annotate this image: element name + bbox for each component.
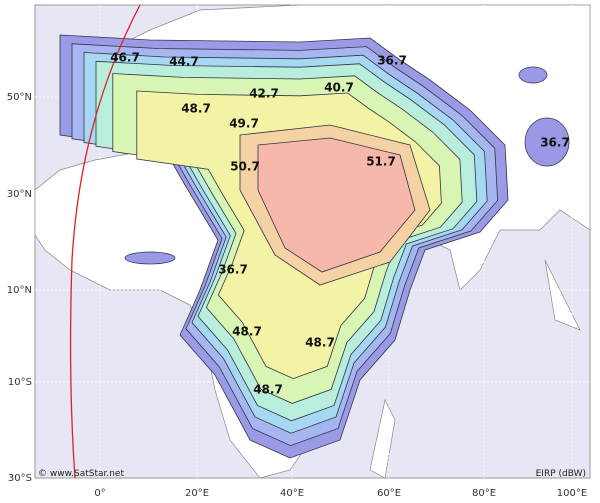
lat-label: 10°N	[7, 285, 32, 296]
lon-label: 0°	[94, 488, 105, 499]
lon-label: 40°E	[280, 488, 304, 499]
contour-label: 48.7	[232, 325, 262, 339]
lon-label: 80°E	[472, 488, 496, 499]
contour-label: 48.7	[181, 102, 211, 116]
contours	[59, 34, 509, 459]
contour-labels: 46.7 44.7 36.7 42.7 40.7 48.7 49.7 36.7 50.7 51.7…	[110, 51, 570, 397]
coverage-edge	[69, 5, 141, 478]
lat-label: 10°S	[8, 377, 32, 388]
contour-label: 48.7	[253, 383, 283, 397]
lat-label: 30°S	[8, 473, 32, 484]
contour-label: 51.7	[366, 155, 396, 169]
contour-label: 36.7	[377, 54, 407, 68]
credit: © www.SatStar.net	[38, 469, 124, 479]
contour-label: 36.7	[540, 136, 570, 150]
contour-label: 46.7	[110, 51, 140, 65]
contour-label: 40.7	[324, 81, 354, 95]
lat-label: 50°N	[7, 92, 32, 103]
contour-label: 50.7	[230, 160, 260, 174]
units: EIRP (dBW)	[536, 469, 586, 479]
axes: 50°N 30°N 10°N 10°S 30°S 0° 20°E 40°E 60°E 80°E 10…	[7, 92, 587, 499]
contour-label: 48.7	[305, 336, 335, 350]
map-body: 46.7 44.7 36.7 42.7 40.7 48.7 49.7 36.7 50.7 51.7…	[35, 5, 590, 478]
contour-island	[518, 66, 548, 84]
contour-label: 42.7	[249, 87, 279, 101]
contour-label: 44.7	[169, 55, 199, 69]
lat-label: 30°N	[7, 189, 32, 200]
lon-label: 60°E	[377, 488, 401, 499]
contour-label: 49.7	[229, 117, 259, 131]
contour	[257, 137, 416, 273]
contour-island	[124, 251, 176, 265]
lon-label: 20°E	[185, 488, 209, 499]
contour-island	[524, 117, 570, 167]
lon-label: 100°E	[557, 488, 587, 499]
contour-label: 36.7	[218, 263, 248, 277]
